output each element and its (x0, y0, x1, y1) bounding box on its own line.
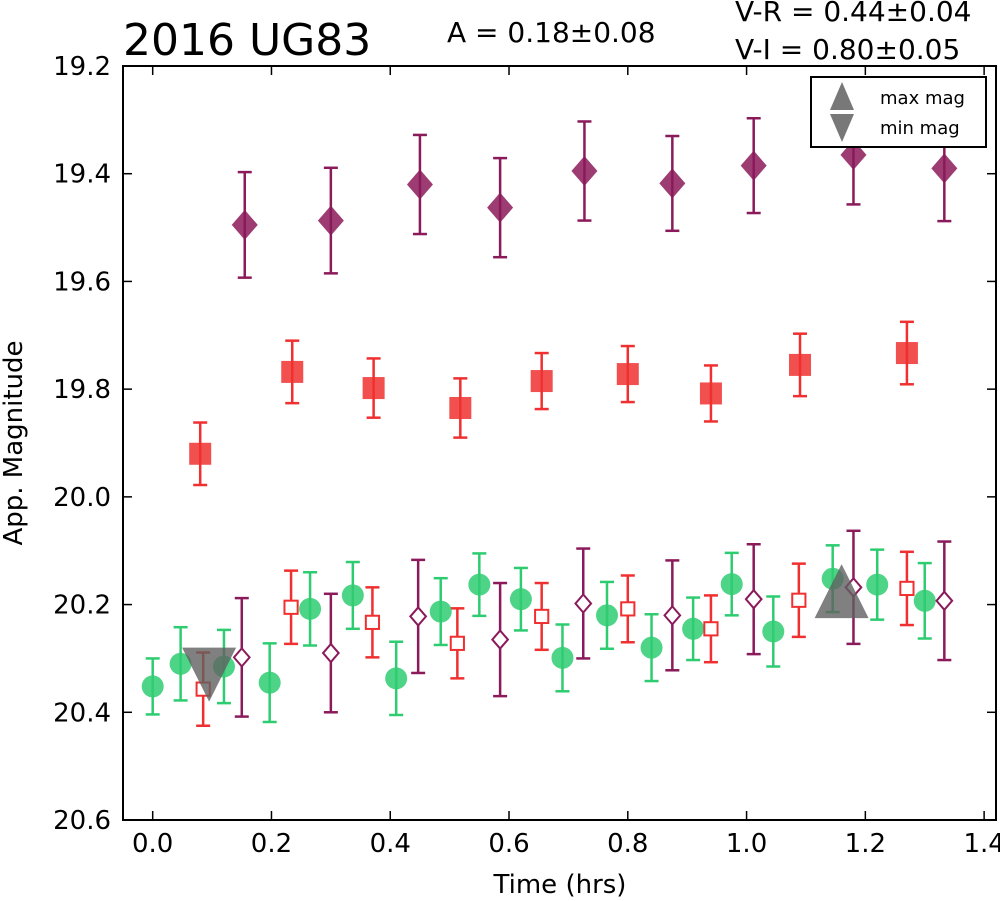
data-point-square (616, 363, 639, 386)
data-point-square (449, 635, 465, 651)
x-tick-label: 1.2 (845, 829, 886, 859)
data-point-circle (720, 573, 743, 596)
y-tick-label: 20.4 (53, 698, 111, 728)
data-point-circle (169, 652, 192, 675)
data-point-diamond (409, 605, 428, 627)
data-point-circle (551, 646, 574, 669)
data-point-square (703, 621, 719, 637)
x-tick-label: 0.0 (132, 829, 173, 859)
x-tick-label: 1.4 (963, 829, 1000, 859)
data-point-square (699, 382, 722, 405)
data-point-diamond (935, 590, 954, 612)
data-point-square (791, 592, 807, 608)
x-tick-label: 1.0 (726, 829, 767, 859)
data-point-circle (141, 675, 164, 698)
chart-title: 2016 UG83 (123, 15, 371, 66)
data-point-circle (913, 589, 936, 612)
data-point-diamond (663, 604, 682, 626)
data-point-square (364, 614, 381, 630)
x-tick-label: 0.2 (251, 829, 292, 859)
data-point-diamond (490, 629, 510, 651)
legend: max mag min mag (810, 76, 987, 148)
data-point-circle (596, 604, 619, 627)
amplitude-label: A = 0.18±0.08 (447, 16, 656, 49)
data-point-square (362, 377, 385, 400)
data-point-circle (299, 597, 322, 620)
min-mag-marker (182, 647, 237, 702)
data-point-diamond (317, 205, 344, 236)
data-point-circle (341, 584, 364, 607)
data-point-square (449, 396, 472, 419)
data-point-square (281, 360, 304, 383)
data-point-diamond (574, 592, 593, 615)
x-tick-label: 0.8 (607, 829, 648, 859)
data-point-diamond (232, 646, 251, 668)
data-point-square (189, 442, 212, 465)
data-point-square (620, 601, 636, 617)
data-point-circle (258, 671, 281, 694)
y-tick-label: 19.6 (53, 267, 111, 297)
data-point-diamond (571, 156, 598, 187)
y-tick-label: 19.2 (53, 52, 111, 82)
y-tick-label: 20.2 (53, 591, 111, 621)
data-point-circle (385, 667, 408, 690)
data-point-square (899, 580, 915, 597)
data-point-square (534, 608, 550, 625)
legend-label-max: max mag (880, 88, 965, 109)
x-tick-label: 0.4 (370, 829, 411, 859)
data-point-diamond (659, 168, 686, 199)
plot-frame (122, 65, 997, 821)
max-mag-marker (814, 564, 869, 619)
data-point-diamond (406, 169, 433, 200)
data-point-circle (762, 620, 785, 643)
legend-triangle-up-icon (830, 82, 854, 110)
data-point-diamond (321, 642, 340, 664)
data-point-diamond (740, 150, 767, 181)
legend-label-min: min mag (880, 118, 960, 139)
axis-ticks: 0.0 0.2 0.4 0.6 0.8 1.0 1.2 1.4 19.2 19.4 19.6 19.8… (53, 52, 1000, 859)
data-point-diamond (231, 209, 258, 240)
legend-triangle-down-icon (830, 114, 854, 142)
color-index-vi: V-I = 0.80±0.05 (735, 33, 960, 66)
data-point-square (895, 342, 918, 365)
data-point-square (530, 370, 553, 393)
y-axis-label: App. Magnitude (0, 340, 29, 545)
x-tick-label: 0.6 (488, 829, 529, 859)
data-point-square (789, 353, 812, 376)
data-point-square (283, 599, 299, 615)
data-point-circle (866, 573, 889, 596)
data-point-circle (509, 588, 532, 611)
data-point-circle (429, 600, 452, 623)
data-point-circle (682, 617, 705, 640)
y-tick-label: 19.4 (53, 160, 111, 190)
data-point-circle (640, 636, 663, 659)
y-tick-label: 20.6 (53, 806, 111, 836)
color-index-vr: V-R = 0.44±0.04 (735, 0, 971, 28)
data-markers (141, 139, 958, 698)
y-tick-label: 19.8 (53, 375, 111, 405)
data-point-diamond (487, 192, 514, 223)
error-bars (145, 104, 952, 727)
extrema-markers (182, 564, 869, 702)
data-point-circle (468, 573, 491, 596)
data-point-diamond (931, 153, 958, 184)
y-tick-label: 20.0 (53, 483, 111, 513)
data-point-diamond (744, 588, 763, 610)
x-axis-label: Time (hrs) (493, 870, 627, 900)
